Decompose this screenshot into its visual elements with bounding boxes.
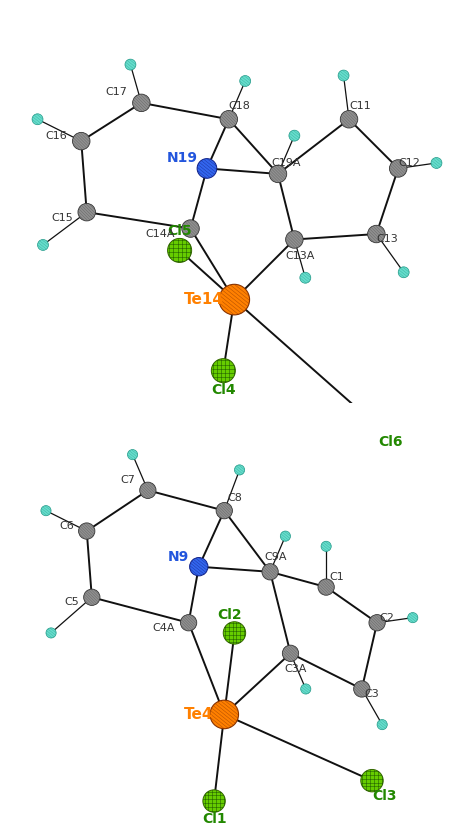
Text: Cl3: Cl3 <box>373 789 397 803</box>
Text: C3: C3 <box>365 689 379 699</box>
Text: Cl5: Cl5 <box>167 224 192 239</box>
Text: Cl6: Cl6 <box>378 434 402 449</box>
Text: C6: C6 <box>59 521 74 531</box>
Text: Te14: Te14 <box>184 292 224 307</box>
Circle shape <box>79 522 95 539</box>
Circle shape <box>280 531 291 541</box>
Circle shape <box>32 113 43 124</box>
Circle shape <box>181 615 197 631</box>
Text: C13: C13 <box>376 234 398 244</box>
Text: Cl4: Cl4 <box>211 383 236 396</box>
Circle shape <box>220 111 237 128</box>
Circle shape <box>197 159 217 178</box>
Circle shape <box>354 680 370 697</box>
Circle shape <box>340 111 358 128</box>
Circle shape <box>240 76 251 87</box>
Circle shape <box>361 769 383 792</box>
Text: C12: C12 <box>398 158 420 168</box>
Text: C1: C1 <box>329 572 344 582</box>
Circle shape <box>41 506 51 516</box>
Text: C5: C5 <box>64 597 79 607</box>
Text: C13A: C13A <box>285 251 315 261</box>
Circle shape <box>398 267 409 278</box>
Text: C8: C8 <box>227 493 242 503</box>
Circle shape <box>318 579 334 596</box>
Circle shape <box>73 133 90 150</box>
Circle shape <box>321 541 331 551</box>
Text: C16: C16 <box>46 131 67 140</box>
Circle shape <box>125 59 136 70</box>
Circle shape <box>289 130 300 141</box>
Circle shape <box>301 684 311 694</box>
Text: N19: N19 <box>167 150 198 165</box>
Circle shape <box>211 359 236 383</box>
Text: Te4: Te4 <box>184 707 214 722</box>
Circle shape <box>431 158 442 169</box>
Circle shape <box>235 465 245 475</box>
Circle shape <box>78 203 95 221</box>
Circle shape <box>223 622 246 644</box>
Circle shape <box>168 239 191 262</box>
Text: C19A: C19A <box>272 158 301 168</box>
Circle shape <box>182 220 199 238</box>
Text: C4A: C4A <box>152 622 174 633</box>
Text: Cl1: Cl1 <box>202 812 227 826</box>
Circle shape <box>216 502 232 519</box>
Circle shape <box>210 701 238 728</box>
Circle shape <box>140 482 156 498</box>
Text: C3A: C3A <box>284 664 307 674</box>
Circle shape <box>369 615 385 631</box>
Circle shape <box>286 231 303 249</box>
Text: C9A: C9A <box>264 552 286 561</box>
Circle shape <box>190 558 208 576</box>
Circle shape <box>368 225 385 243</box>
Text: C14A: C14A <box>146 229 175 239</box>
Circle shape <box>219 284 250 315</box>
Circle shape <box>408 612 418 622</box>
Circle shape <box>84 589 100 606</box>
Text: C17: C17 <box>106 87 128 97</box>
Text: C2: C2 <box>380 612 395 622</box>
Text: C7: C7 <box>120 475 135 486</box>
Circle shape <box>37 239 48 250</box>
Text: C15: C15 <box>51 213 73 223</box>
Circle shape <box>300 272 311 283</box>
Circle shape <box>262 564 278 580</box>
Circle shape <box>46 627 56 638</box>
Text: C18: C18 <box>229 101 251 111</box>
Circle shape <box>128 449 137 459</box>
Text: N9: N9 <box>168 549 189 564</box>
Circle shape <box>133 94 150 112</box>
Circle shape <box>283 645 299 661</box>
Circle shape <box>365 413 388 438</box>
Circle shape <box>203 790 225 812</box>
Circle shape <box>269 165 287 182</box>
Circle shape <box>338 70 349 81</box>
Text: C11: C11 <box>349 101 371 111</box>
Circle shape <box>377 720 387 730</box>
Text: Cl2: Cl2 <box>217 608 242 622</box>
Circle shape <box>390 160 407 177</box>
